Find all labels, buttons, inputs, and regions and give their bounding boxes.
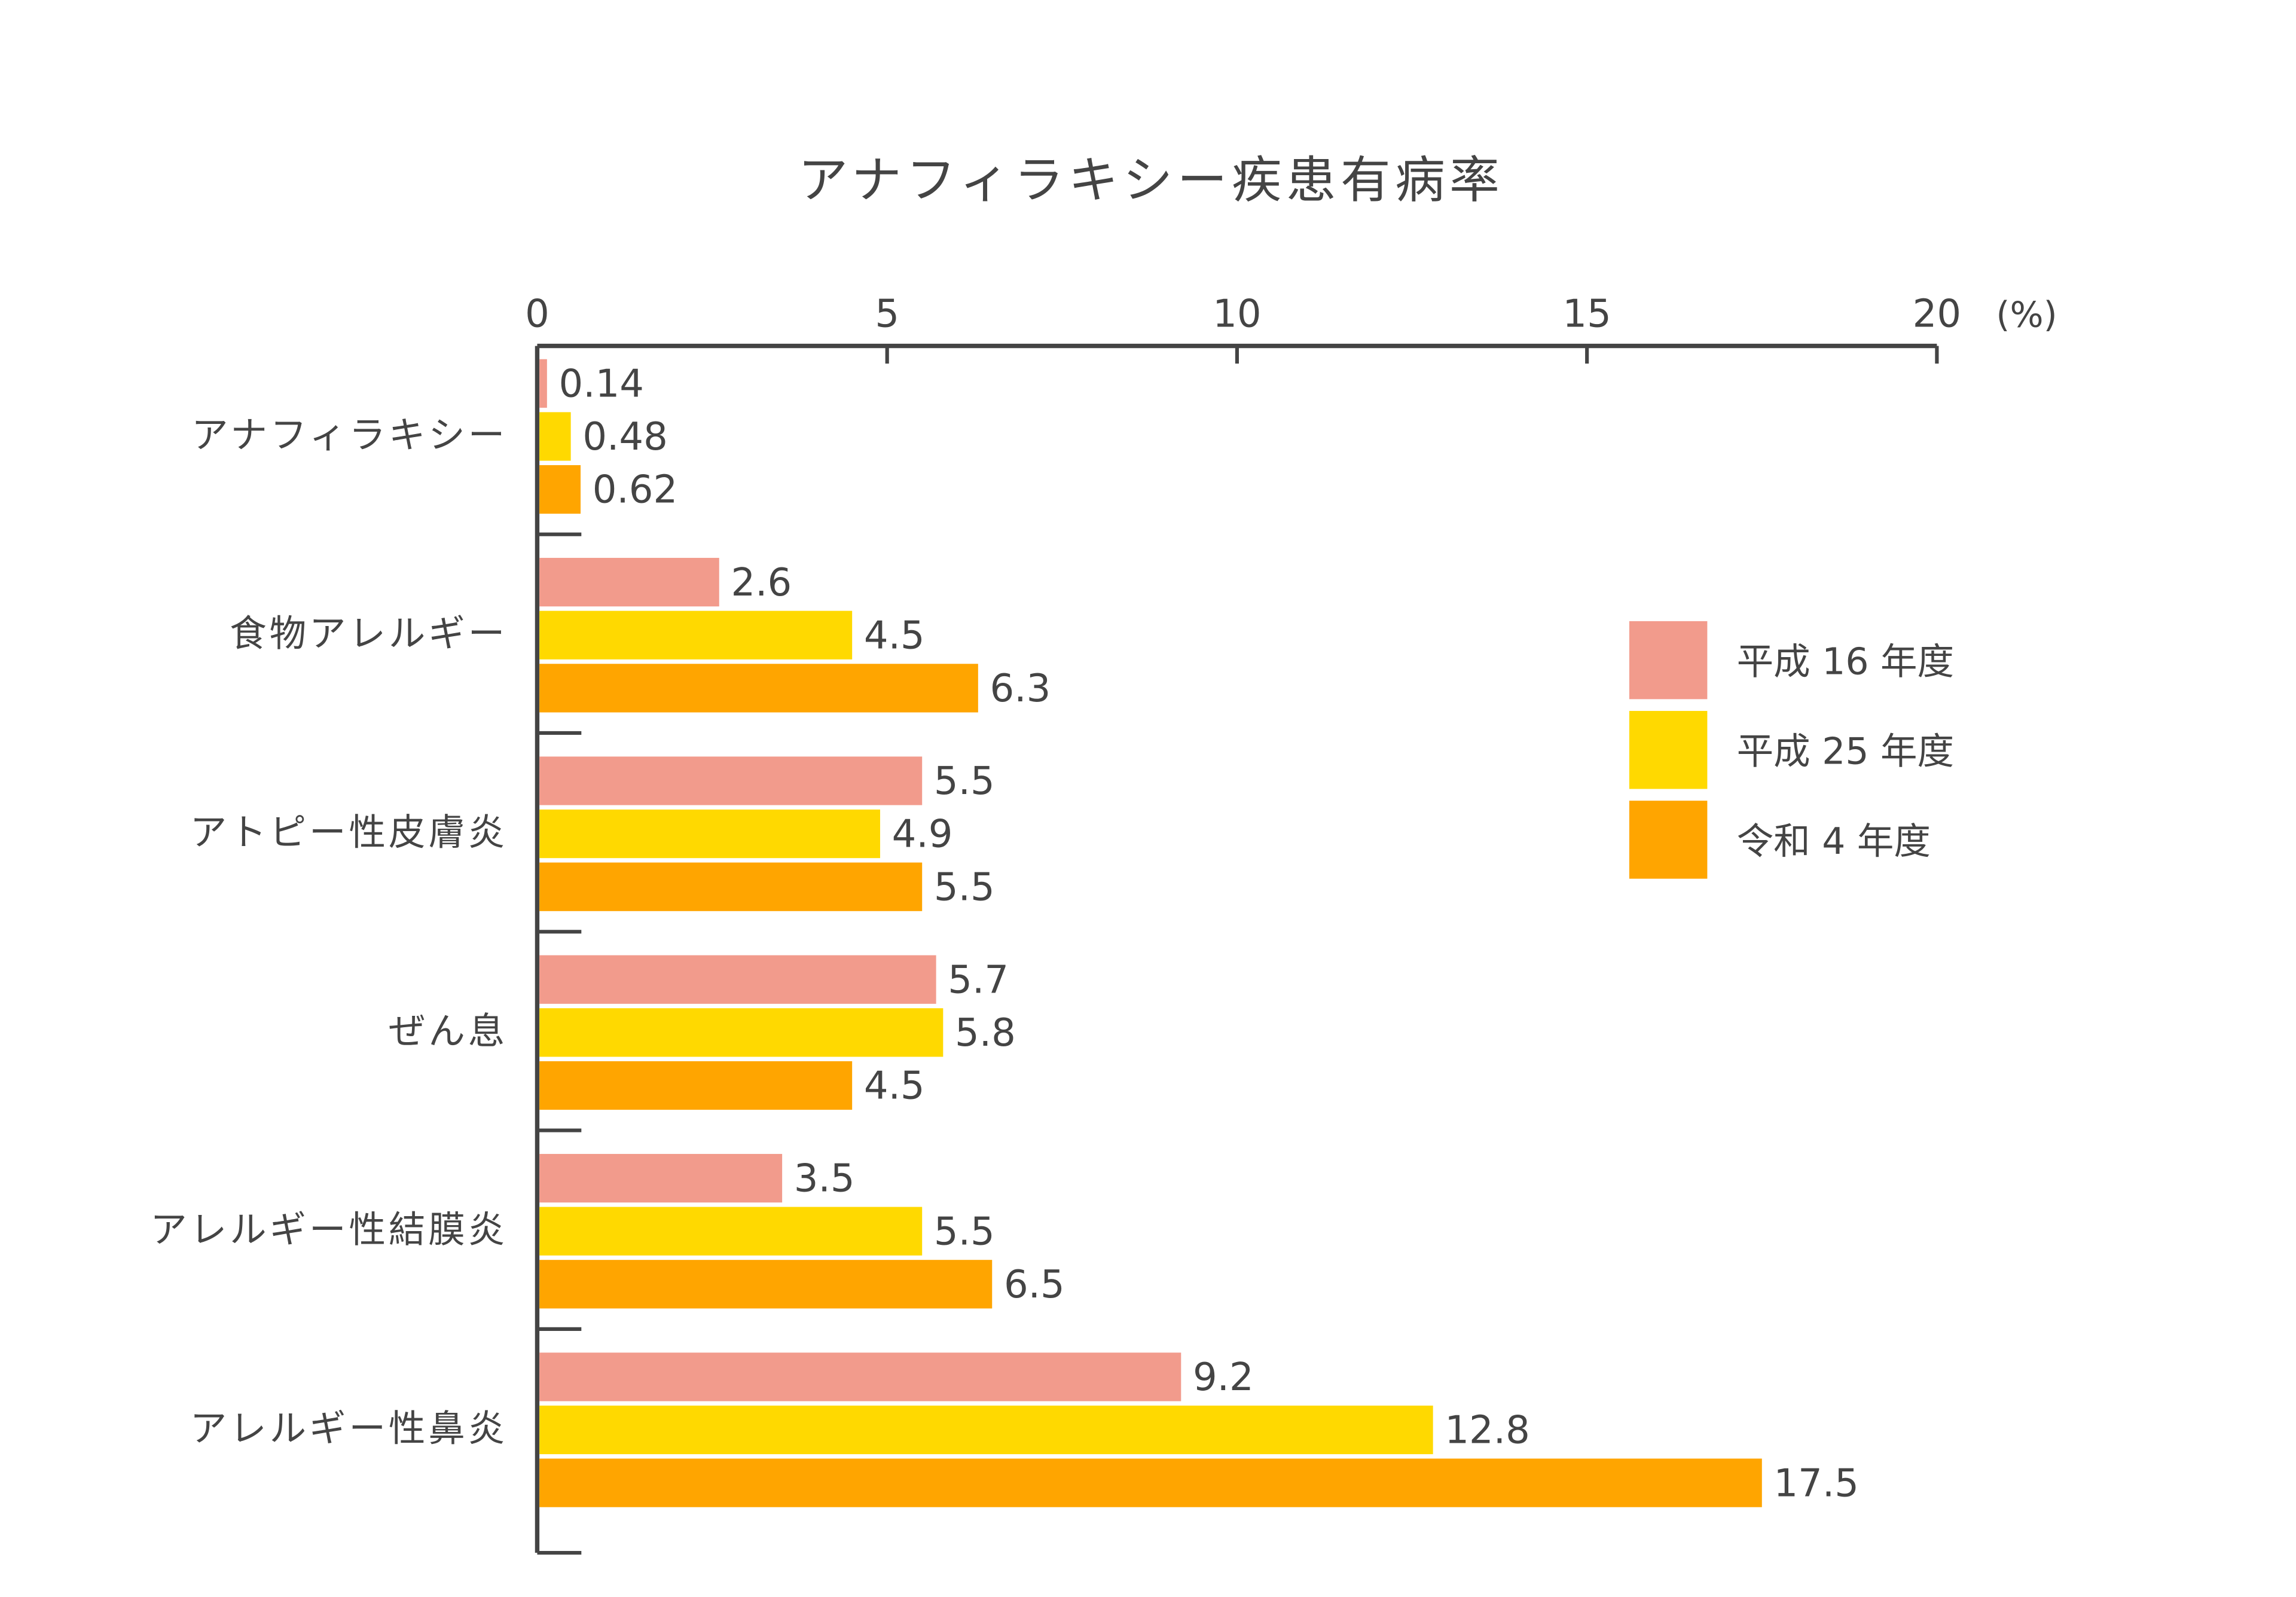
x-tick-label: 20 bbox=[1913, 292, 1961, 337]
x-tick-label: 0 bbox=[525, 292, 549, 337]
bar bbox=[539, 664, 978, 713]
x-tick-label: 10 bbox=[1213, 292, 1261, 337]
legend-swatch bbox=[1629, 711, 1708, 789]
category-label: アレルギー性鼻炎 bbox=[190, 1407, 508, 1450]
bar bbox=[539, 756, 923, 805]
data-label: 0.48 bbox=[582, 415, 668, 459]
legend-swatch bbox=[1629, 801, 1708, 879]
category-label: アナフィラキシー bbox=[191, 413, 508, 456]
category-label: アトピー性皮膚炎 bbox=[190, 811, 508, 854]
data-label: 12.8 bbox=[1445, 1409, 1529, 1453]
bar bbox=[539, 1260, 993, 1309]
data-label: 5.7 bbox=[948, 958, 1009, 1002]
bar bbox=[539, 412, 571, 461]
data-label: 5.8 bbox=[955, 1011, 1016, 1055]
legend-label: 令和 4 年度 bbox=[1737, 820, 1931, 863]
bar bbox=[539, 1008, 944, 1057]
data-label: 4.9 bbox=[892, 813, 953, 857]
x-tick-label: 5 bbox=[875, 292, 899, 337]
x-tick-label: 15 bbox=[1562, 292, 1611, 337]
data-label: 6.3 bbox=[990, 667, 1051, 711]
bar bbox=[539, 610, 853, 659]
data-label: 5.5 bbox=[934, 865, 995, 909]
bars: 0.14 0.48 0.62 2.6 4.5 6.3 5.5 4.9 5.5 5.7 5.8 4.5 3… bbox=[539, 359, 1859, 1507]
bar bbox=[539, 1153, 783, 1203]
chart-title: アナフィラキシー疾患有病率 bbox=[798, 151, 1504, 209]
data-label: 2.6 bbox=[731, 561, 792, 605]
data-label: 4.5 bbox=[864, 1064, 925, 1109]
axes: 0 5 10 15 20 アナフィラキシー食物アレルギーアトピー性皮膚炎ぜん息アレルギー性… bbox=[150, 292, 1961, 1555]
data-label: 0.62 bbox=[593, 468, 678, 512]
bar bbox=[539, 1352, 1181, 1401]
bar bbox=[539, 1405, 1433, 1455]
bar bbox=[539, 862, 923, 911]
data-label: 17.5 bbox=[1773, 1461, 1859, 1506]
data-label: 3.5 bbox=[794, 1157, 855, 1201]
bar bbox=[539, 359, 547, 408]
data-label: 9.2 bbox=[1193, 1355, 1254, 1400]
bar bbox=[539, 558, 719, 607]
bar bbox=[539, 1207, 923, 1256]
bar bbox=[539, 955, 936, 1004]
category-label: アレルギー性結膜炎 bbox=[150, 1208, 508, 1251]
data-label: 6.5 bbox=[1004, 1263, 1065, 1307]
legend-label: 平成 16 年度 bbox=[1737, 640, 1954, 683]
legend-swatch bbox=[1629, 621, 1708, 700]
bar bbox=[539, 1458, 1762, 1507]
axis-unit-label: (%) bbox=[1996, 294, 2057, 335]
category-label: ぜん息 bbox=[389, 1009, 508, 1052]
data-label: 0.14 bbox=[559, 362, 644, 407]
data-label: 5.5 bbox=[934, 1210, 995, 1254]
bar bbox=[539, 465, 581, 514]
bar bbox=[539, 809, 880, 859]
category-label: 食物アレルギー bbox=[230, 612, 508, 655]
bar bbox=[539, 1061, 853, 1110]
data-label: 4.5 bbox=[864, 613, 925, 658]
data-label: 5.5 bbox=[934, 759, 995, 804]
legend-label: 平成 25 年度 bbox=[1737, 730, 1954, 773]
